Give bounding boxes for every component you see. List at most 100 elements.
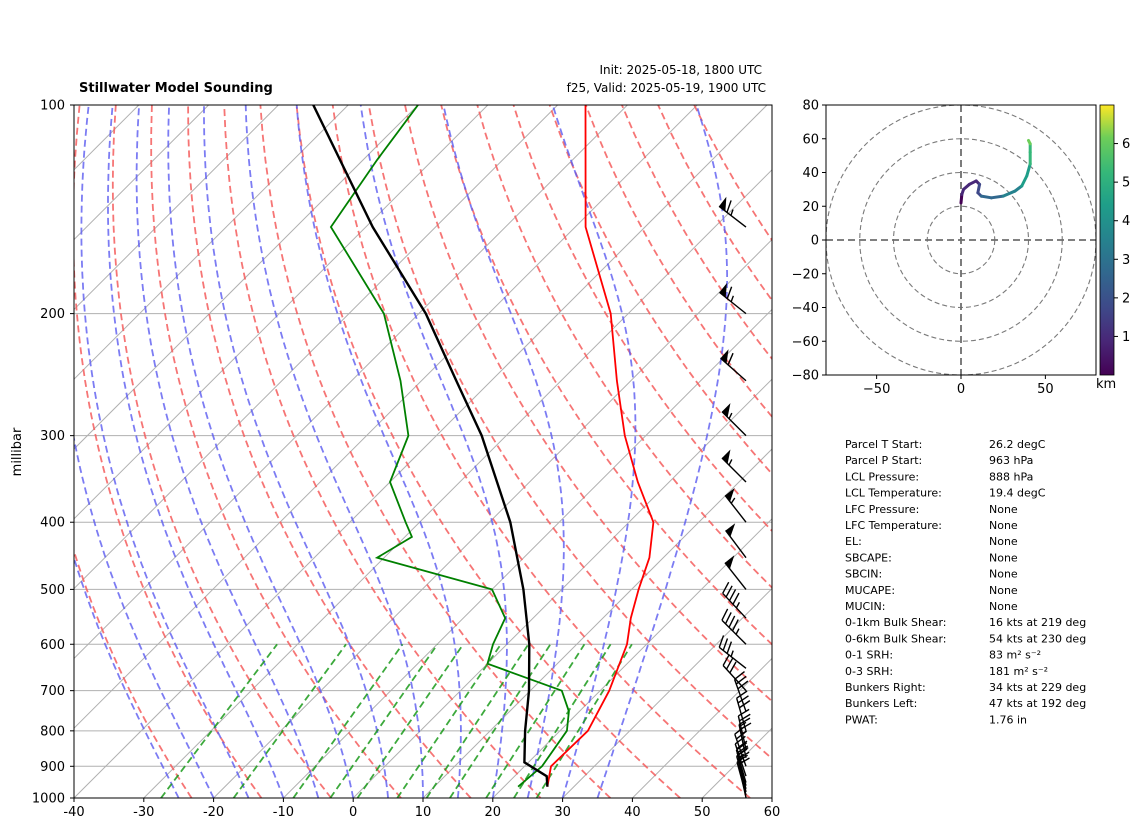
moist-adiabat xyxy=(167,105,355,798)
barb-full xyxy=(718,635,725,648)
y-tick-label: 900 xyxy=(40,760,65,775)
hodo-y-tick-label: 60 xyxy=(802,132,819,147)
hodo-y-tick-label: 0 xyxy=(811,234,819,249)
barb-half xyxy=(728,412,733,419)
moist-adiabat xyxy=(244,105,424,798)
isotherm-line xyxy=(74,105,279,311)
isotherm-line xyxy=(771,797,772,798)
barb-full xyxy=(739,700,751,709)
parameter-label: Parcel T Start: xyxy=(845,438,922,451)
y-tick-label: 500 xyxy=(40,583,65,598)
parameter-label: LFC Pressure: xyxy=(845,503,919,516)
skewt-frame xyxy=(73,104,773,799)
moist-adiabat xyxy=(135,105,320,798)
parameter-value: None xyxy=(989,600,1018,613)
hodograph-trace-segment xyxy=(1025,162,1032,178)
parameter-label: EL: xyxy=(845,535,862,548)
colorbar-tick-label: 5 xyxy=(1122,176,1130,191)
hodo-x-tick-label: −50 xyxy=(863,382,890,397)
moist-adiabat xyxy=(295,105,462,798)
dry-adiabat xyxy=(150,105,402,798)
y-tick-label: 600 xyxy=(40,638,65,653)
barb-half xyxy=(730,209,734,216)
parameter-value: 16 kts at 219 deg xyxy=(989,616,1086,629)
parameter-label: 0-1 SRH: xyxy=(845,649,893,662)
parameter-value: 963 hPa xyxy=(989,454,1033,467)
colorbar-gradient xyxy=(1099,104,1115,376)
x-tick-label: 40 xyxy=(624,805,641,820)
chart-title: Stillwater Model Sounding xyxy=(79,81,273,96)
parameter-value: 47 kts at 192 deg xyxy=(989,697,1086,710)
barb-staff xyxy=(734,733,747,767)
barb-half xyxy=(728,459,733,466)
colorbar-label: km xyxy=(1096,377,1116,392)
mixing-ratio-line xyxy=(425,643,530,798)
moist-adiabat xyxy=(551,105,637,798)
barb-half xyxy=(735,601,741,609)
wind-barb xyxy=(733,671,749,712)
x-tick-label: -40 xyxy=(63,805,84,820)
dry-adiabat xyxy=(259,105,612,798)
barb-staff xyxy=(734,743,747,777)
x-tick-label: -20 xyxy=(203,805,224,820)
mixing-ratio-line xyxy=(485,643,586,798)
barb-full xyxy=(732,592,740,605)
barb-staff xyxy=(736,761,747,796)
parameter-label: Bunkers Left: xyxy=(845,697,917,710)
hodo-y-tick-label: −80 xyxy=(792,369,819,384)
parameter-value: 83 m² s⁻² xyxy=(989,649,1041,662)
hodograph-trace-segment xyxy=(1001,189,1017,198)
dry-adiabat xyxy=(223,105,542,798)
barb-full xyxy=(738,717,751,726)
barb-flag xyxy=(719,283,727,298)
temperature-profile xyxy=(546,105,655,787)
moist-adiabat xyxy=(74,434,215,798)
barb-staff xyxy=(724,562,747,590)
moist-adiabat xyxy=(203,105,389,798)
mixing-ratio-line xyxy=(232,643,347,798)
x-tick-label: -10 xyxy=(273,805,294,820)
parameter-label: 0-3 SRH: xyxy=(845,665,893,678)
barb-staff xyxy=(737,715,747,750)
hodo-y-tick-label: −60 xyxy=(792,335,819,350)
hodo-y-tick-label: −20 xyxy=(792,267,819,282)
isotherm-line xyxy=(213,238,772,798)
barb-full xyxy=(729,661,737,674)
barb-full xyxy=(727,352,734,366)
isotherm-line xyxy=(701,727,772,798)
parameter-label: LCL Temperature: xyxy=(845,487,942,500)
isotherm-line xyxy=(352,378,772,798)
hodo-y-tick-label: 80 xyxy=(802,99,819,114)
barb-staff xyxy=(733,679,747,712)
parameter-value: 888 hPa xyxy=(989,470,1033,483)
barb-flag xyxy=(724,555,735,569)
wind-barb xyxy=(724,555,747,590)
dry-adiabat xyxy=(111,105,332,798)
dry-adiabat xyxy=(657,105,772,302)
wind-barb xyxy=(720,349,747,382)
y-tick-label: 800 xyxy=(40,724,65,739)
dry-adiabat xyxy=(693,105,772,242)
mixing-ratio-line xyxy=(160,643,278,798)
y-tick-label: 300 xyxy=(40,429,65,444)
dry-adiabat xyxy=(295,105,681,798)
moist-adiabat xyxy=(74,555,180,798)
mixing-ratio-line xyxy=(535,643,633,798)
isotherm-line xyxy=(74,105,628,660)
barb-full xyxy=(737,695,749,704)
barb-staff xyxy=(735,697,747,732)
parameter-value: 34 kts at 229 deg xyxy=(989,681,1086,694)
dry-adiabat xyxy=(331,105,751,798)
parameter-label: LCL Pressure: xyxy=(845,470,919,483)
parameter-value: 19.4 degC xyxy=(989,487,1046,500)
barb-full xyxy=(726,641,733,654)
barb-half xyxy=(730,650,734,657)
wind-barb xyxy=(722,654,747,692)
barb-full xyxy=(725,657,734,670)
valid-time: f25, Valid: 2025-05-19, 1900 UTC xyxy=(567,81,766,95)
barb-full xyxy=(728,615,736,628)
hodo-x-tick-label: 0 xyxy=(957,382,965,397)
hodograph-colorbar: 1 2 3 4 5 6 km xyxy=(1096,104,1130,392)
x-tick-label: 0 xyxy=(349,805,357,820)
colorbar-tick-label: 2 xyxy=(1122,291,1130,306)
